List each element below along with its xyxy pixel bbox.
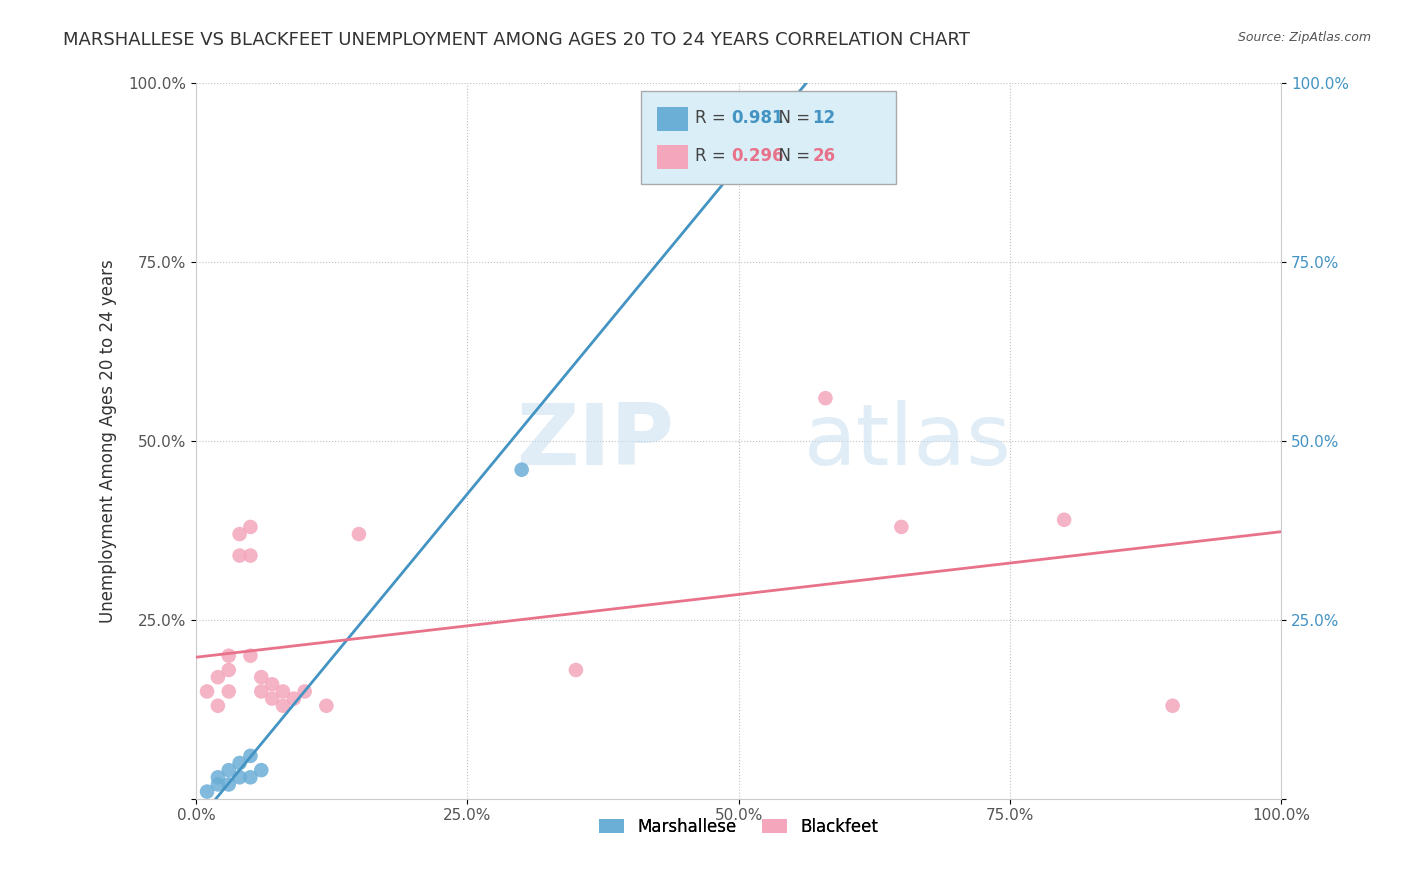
Point [890, 520, 912, 534]
Point [218, 684, 240, 698]
Point [228, 756, 250, 770]
Point [814, 391, 837, 405]
Point [207, 670, 229, 684]
Point [565, 663, 588, 677]
Point [315, 698, 337, 713]
Point [294, 684, 316, 698]
Point [239, 770, 262, 784]
Legend: Marshallese, Blackfeet: Marshallese, Blackfeet [591, 809, 886, 844]
Point [207, 777, 229, 791]
Point [228, 770, 250, 784]
Text: R =: R = [695, 109, 731, 128]
Point [239, 520, 262, 534]
Point [271, 698, 294, 713]
Text: 0.981: 0.981 [731, 109, 783, 128]
Point [218, 648, 240, 663]
Point [262, 677, 284, 691]
Text: 12: 12 [813, 109, 835, 128]
Text: R =: R = [695, 147, 731, 165]
Point [218, 663, 240, 677]
Point [195, 684, 218, 698]
Text: Source: ZipAtlas.com: Source: ZipAtlas.com [1237, 31, 1371, 45]
Point [250, 763, 273, 777]
Y-axis label: Unemployment Among Ages 20 to 24 years: Unemployment Among Ages 20 to 24 years [100, 260, 117, 623]
Text: 26: 26 [813, 147, 835, 165]
Point [228, 527, 250, 541]
Point [250, 684, 273, 698]
FancyBboxPatch shape [657, 145, 688, 169]
Point [283, 691, 305, 706]
FancyBboxPatch shape [641, 91, 896, 184]
Point [749, 105, 772, 120]
Text: N =: N = [768, 147, 815, 165]
Point [250, 670, 273, 684]
Text: 0.296: 0.296 [731, 147, 783, 165]
Point [207, 770, 229, 784]
FancyBboxPatch shape [657, 107, 688, 131]
Point [228, 549, 250, 563]
Point [207, 698, 229, 713]
Text: atlas: atlas [804, 400, 1012, 483]
Point [239, 648, 262, 663]
Point [218, 777, 240, 791]
Point [262, 691, 284, 706]
Text: ZIP: ZIP [516, 400, 673, 483]
Point [347, 527, 370, 541]
Text: MARSHALLESE VS BLACKFEET UNEMPLOYMENT AMONG AGES 20 TO 24 YEARS CORRELATION CHAR: MARSHALLESE VS BLACKFEET UNEMPLOYMENT AM… [63, 31, 970, 49]
Text: N =: N = [768, 109, 815, 128]
Point [239, 748, 262, 763]
Point [239, 549, 262, 563]
Point [1161, 698, 1184, 713]
Point [510, 463, 533, 477]
Point [195, 784, 218, 798]
Point [1053, 513, 1076, 527]
Point [271, 684, 294, 698]
Point [218, 763, 240, 777]
